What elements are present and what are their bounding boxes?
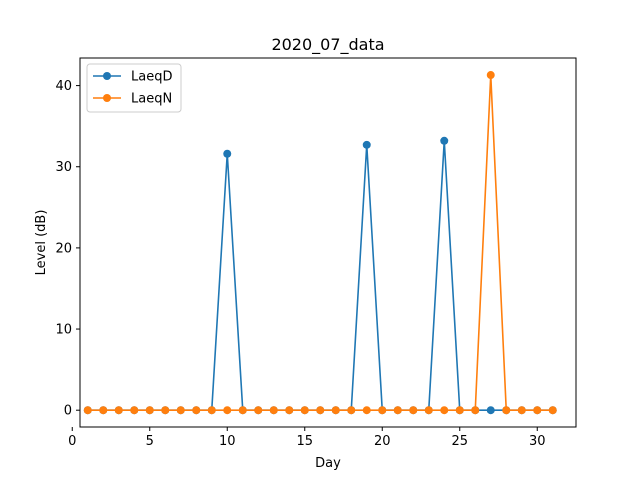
- series-line-laeqn: [87, 74, 553, 412]
- data-point-laeqn: [114, 406, 123, 415]
- data-point-laeqn: [502, 406, 511, 415]
- data-point-laeqn: [347, 406, 356, 415]
- data-point-laeqn: [378, 406, 387, 415]
- data-point-laeqn: [161, 406, 170, 415]
- x-tick-label: 20: [374, 434, 391, 449]
- legend-swatch-marker-laeqd: [103, 72, 111, 80]
- data-point-laeqn: [362, 406, 371, 415]
- x-tick-label: 25: [451, 434, 468, 449]
- x-axis-label: Day: [315, 456, 341, 471]
- data-point-laeqn: [285, 406, 294, 415]
- legend-label-laeqd: LaeqD: [131, 70, 172, 85]
- x-axis: 0 5 10 15 20 25 30: [68, 427, 546, 449]
- data-point-laeqd: [362, 140, 371, 149]
- y-axis: 0 10 20 30 40: [55, 79, 80, 419]
- y-tick-label: 40: [55, 79, 72, 94]
- data-point-laeqn: [331, 406, 340, 415]
- y-tick-label: 10: [55, 323, 72, 338]
- data-point-laeqn: [548, 406, 557, 415]
- x-tick-label: 10: [219, 434, 236, 449]
- data-point-laeqn: [238, 406, 247, 415]
- y-tick-label: 0: [64, 404, 72, 419]
- data-point-laeqn: [533, 406, 542, 415]
- data-point-laeqn: [486, 71, 495, 80]
- data-point-laeqn: [393, 406, 402, 415]
- axes-frame: [79, 57, 577, 428]
- y-axis-label: Level (dB): [34, 210, 49, 276]
- data-point-laeqn: [192, 406, 201, 415]
- x-tick-label: 0: [68, 434, 76, 449]
- data-point-laeqn: [254, 406, 263, 415]
- data-point-laeqn: [223, 406, 232, 415]
- data-point-laeqn: [130, 406, 139, 415]
- legend: LaeqD LaeqN: [86, 63, 182, 113]
- series-line-laeqd: [87, 139, 553, 412]
- data-point-laeqn: [409, 406, 418, 415]
- x-tick-label: 15: [296, 434, 313, 449]
- data-point-laeqd: [440, 136, 449, 145]
- y-tick-label: 30: [55, 160, 72, 175]
- data-point-laeqn: [300, 406, 309, 415]
- data-point-laeqn: [176, 406, 185, 415]
- data-point-laeqn: [517, 406, 526, 415]
- data-point-laeqn: [316, 406, 325, 415]
- data-point-laeqn: [424, 406, 433, 415]
- data-point-laeqn: [83, 406, 92, 415]
- x-tick-label: 30: [529, 434, 546, 449]
- data-point-laeqn: [269, 406, 278, 415]
- data-point-laeqd: [223, 149, 232, 158]
- plot-area: [83, 71, 557, 415]
- data-point-laeqd: [486, 406, 495, 415]
- data-point-laeqn: [440, 406, 449, 415]
- data-point-laeqn: [145, 406, 154, 415]
- y-tick-label: 20: [55, 241, 72, 256]
- legend-swatch-marker-laeqn: [103, 94, 111, 102]
- data-point-laeqn: [99, 406, 108, 415]
- legend-label-laeqn: LaeqN: [131, 92, 172, 107]
- chart-title: 2020_07_data: [271, 35, 384, 55]
- data-point-laeqn: [455, 406, 464, 415]
- data-point-laeqn: [471, 406, 480, 415]
- data-point-laeqn: [207, 406, 216, 415]
- x-tick-label: 5: [146, 434, 154, 449]
